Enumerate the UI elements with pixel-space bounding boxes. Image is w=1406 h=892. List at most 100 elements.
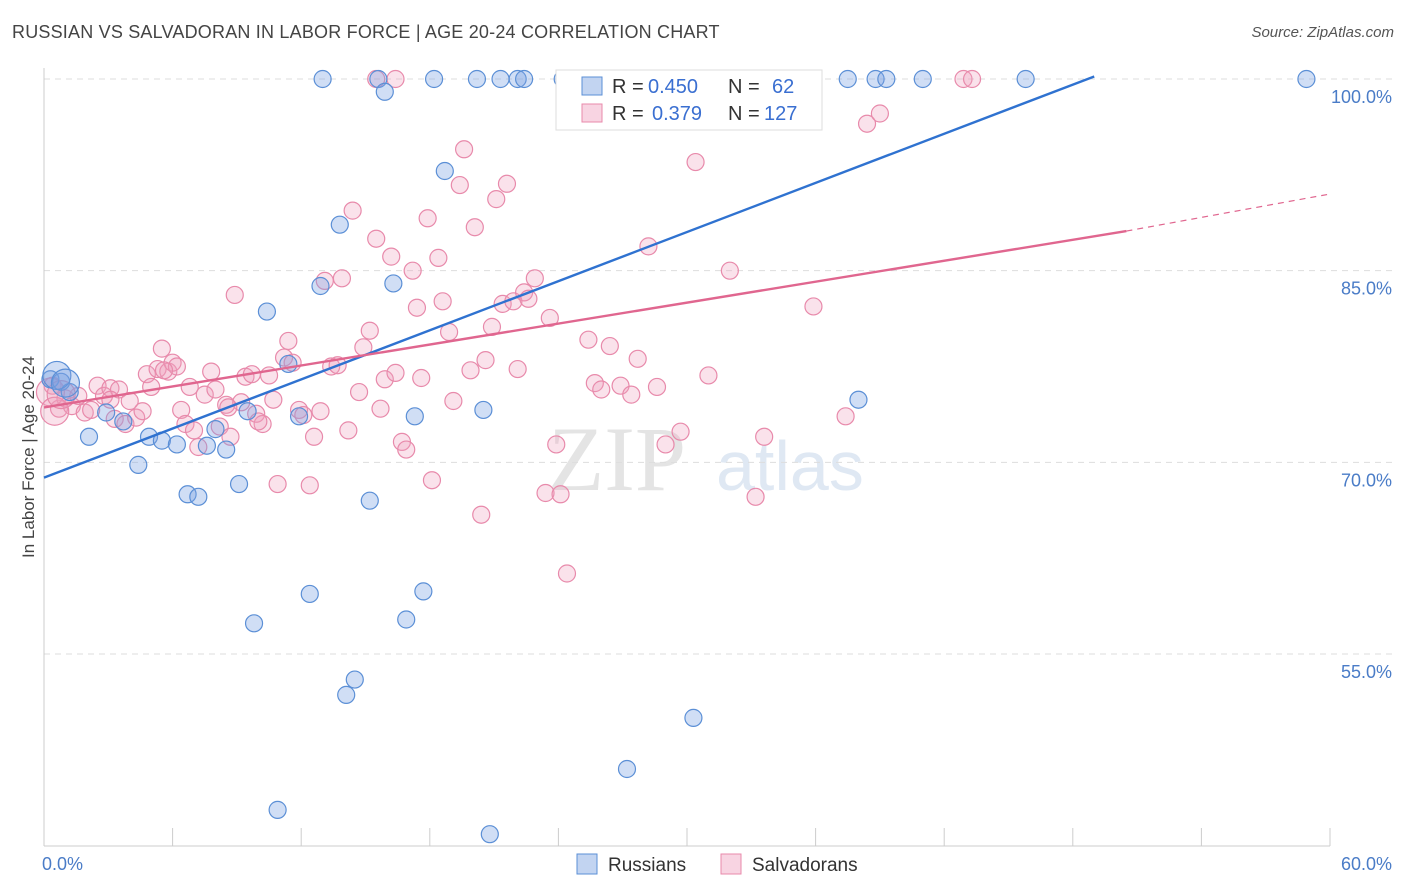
salvadoran-point-49 [304, 427, 324, 446]
legend-n-value-2: 127 [764, 103, 797, 125]
russian-point-18 [257, 302, 277, 321]
source-credit: Source: ZipAtlas.com [1251, 24, 1394, 41]
russian-point-31 [384, 274, 403, 293]
salvadoran-point-67 [403, 261, 422, 280]
legend-n-label-1: N = [728, 76, 760, 98]
russian-point-60 [1016, 69, 1035, 89]
russian-point-23 [311, 276, 330, 296]
salvadoran-point-80 [472, 505, 491, 524]
salvadoran-point-25 [180, 377, 199, 397]
russian-point-26 [337, 685, 356, 704]
russian-point-42 [515, 69, 534, 89]
russian-point-58 [877, 69, 896, 89]
stats-legend: R = 0.450 N = 62 R = 0.379 N = 127 [555, 69, 823, 131]
watermark-zip: ZIP [548, 408, 686, 510]
legend-r-label-2: R = [612, 103, 644, 125]
salvadoran-point-107 [686, 152, 705, 172]
y-tick-label-100: 100.0% [1331, 87, 1392, 107]
salvadoran-point-56 [343, 201, 362, 220]
salvadoran-point-6 [82, 400, 101, 420]
salvadoran-point-60 [367, 229, 386, 248]
russian-point-6 [129, 455, 148, 474]
salvadoran-point-54 [332, 269, 352, 288]
russian-point-4 [97, 403, 116, 422]
salvadoran-point-104 [647, 377, 667, 397]
y-tick-label-70: 70.0% [1341, 470, 1392, 490]
salvadoran-point-66 [397, 440, 416, 459]
salvadoran-point-98 [592, 380, 611, 399]
russian-point-20 [279, 354, 298, 374]
russian-point-33 [405, 407, 424, 426]
watermark-atlas: atlas [716, 427, 864, 505]
salvadoran-trend-extension [1126, 193, 1331, 232]
russian-point-21 [289, 407, 309, 426]
russian-point-15 [229, 474, 249, 494]
salvadoran-point-110 [746, 487, 765, 506]
russian-point-57 [866, 69, 885, 89]
russian-point-30 [375, 82, 394, 101]
russian-point-38 [474, 400, 493, 420]
salvadoran-point-79 [465, 218, 484, 237]
salvadoran-point-61 [371, 399, 390, 418]
x-tick-label-min: 0.0% [42, 854, 83, 874]
salvadoran-point-117 [962, 69, 982, 89]
bottom-legend-russians: Russians [608, 855, 686, 876]
bottom-legend-swatch-salvadorans [720, 853, 742, 875]
russian-point-28 [360, 491, 379, 510]
salvadoran-point-41 [264, 390, 283, 409]
salvadoran-point-93 [547, 435, 566, 454]
russian-large-point-0 [42, 360, 72, 391]
salvadoran-point-78 [461, 361, 480, 380]
chart-title: RUSSIAN VS SALVADORAN IN LABOR FORCE | A… [12, 22, 720, 42]
y-axis-title: In Labor Force | Age 20-24 [19, 356, 38, 558]
russian-point-40 [491, 69, 510, 89]
salvadoran-point-111 [755, 427, 774, 446]
salvadoran-point-17 [142, 377, 161, 397]
salvadoran-point-62 [375, 370, 394, 389]
salvadoran-point-23 [172, 400, 191, 420]
salvadoran-point-71 [422, 471, 442, 490]
russian-point-34 [414, 582, 433, 601]
russian-point-3 [79, 427, 99, 446]
salvadoran-point-63 [382, 247, 401, 266]
trend-lines [43, 75, 1331, 479]
salvadoran-point-64 [386, 363, 405, 382]
y-tick-label-85: 85.0% [1341, 279, 1392, 299]
russian-point-19 [268, 800, 287, 819]
salvadoran-point-50 [311, 402, 330, 421]
salvadoran-point-19 [152, 339, 171, 358]
russian-point-36 [435, 161, 454, 181]
legend-r-value-1: 0.450 [648, 76, 698, 98]
salvadoran-point-109 [720, 261, 739, 280]
russian-point-17 [244, 614, 264, 633]
salvadoran-point-77 [454, 140, 474, 159]
russian-point-39 [480, 825, 499, 844]
russian-point-14 [217, 440, 236, 459]
salvadoran-point-106 [671, 422, 690, 441]
russian-point-27 [345, 670, 364, 689]
salvadoran-point-26 [184, 421, 204, 440]
salvadoran-point-48 [300, 476, 319, 495]
salvadoran-point-112 [804, 297, 823, 316]
salvadoran-point-114 [857, 114, 877, 133]
russian-point-11 [189, 487, 208, 506]
salvadoran-point-95 [557, 564, 577, 583]
salvadoran-point-12 [116, 414, 135, 434]
russian-point-59 [913, 69, 932, 89]
salvadoran-point-92 [540, 308, 559, 328]
salvadoran-point-113 [836, 407, 855, 426]
salvadoran-point-72 [429, 248, 448, 267]
bottom-legend-salvadorans: Salvadorans [752, 855, 858, 876]
salvadoran-point-73 [433, 292, 452, 311]
salvadoran-point-29 [202, 362, 221, 381]
salvadoran-point-87 [508, 359, 527, 379]
legend-n-label-2: N = [728, 103, 760, 125]
salvadoran-trend-line [43, 229, 1127, 409]
salvadoran-point-76 [450, 175, 469, 195]
russian-point-25 [330, 215, 349, 234]
salvadoran-point-44 [279, 331, 298, 351]
salvadoran-point-18 [148, 359, 167, 379]
salvadoran-point-90 [525, 269, 544, 288]
salvadoran-point-96 [579, 330, 598, 349]
